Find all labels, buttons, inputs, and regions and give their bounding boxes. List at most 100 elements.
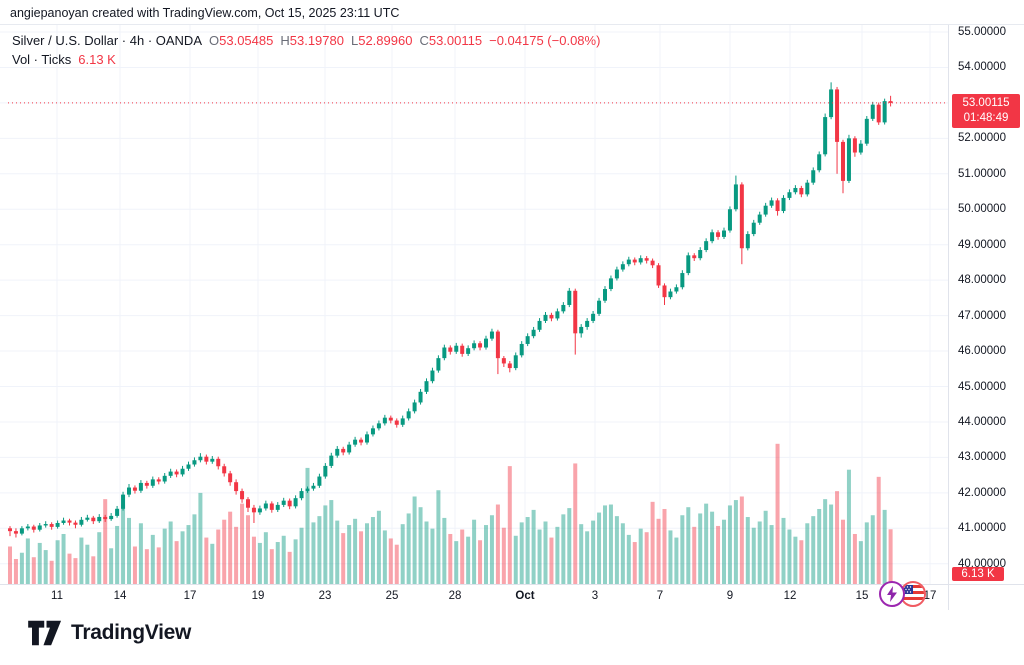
time-axis[interactable]: 11 14 17 19 23 25 28 Oct 3 7 9 12 15 17 (0, 584, 1024, 611)
volume-legend[interactable]: Vol · Ticks 6.13 K (12, 51, 116, 69)
chart-canvas[interactable] (0, 25, 948, 585)
candle-body (168, 471, 173, 476)
volume-bar (644, 532, 649, 584)
volume-bar (888, 529, 893, 584)
candle-body (495, 331, 500, 359)
volume-bar (150, 534, 155, 584)
volume-bar (454, 541, 459, 584)
candle-body (603, 289, 607, 301)
event-markers (879, 581, 926, 607)
candle-body (846, 138, 851, 181)
volume-bar (531, 509, 536, 584)
candle-body (234, 482, 239, 492)
low-label: L (350, 33, 359, 48)
candle-body (811, 170, 816, 183)
candle-body (115, 508, 120, 516)
volume-bar (704, 503, 709, 584)
time-tick-label: 17 (183, 590, 197, 602)
time-tick-label: 25 (385, 590, 399, 602)
volume-bar (489, 515, 494, 584)
last-price-value: 53.00115 (962, 96, 1010, 109)
candle-body (263, 503, 268, 509)
footer: TradingView (0, 610, 1024, 665)
candle-body (650, 260, 655, 266)
volume-bar (43, 550, 48, 584)
volume-bar (61, 533, 66, 584)
candle-body (763, 205, 768, 215)
candle-body (109, 515, 114, 520)
candle-body (716, 232, 721, 237)
candle-body (638, 258, 643, 263)
economic-event-lightning-icon[interactable] (879, 581, 905, 607)
volume-bar (132, 546, 137, 584)
candle-body (549, 314, 554, 319)
tradingview-logo[interactable]: TradingView (28, 620, 191, 646)
candle-body (460, 345, 465, 354)
candle-body (269, 503, 274, 510)
volume-bar (495, 504, 500, 584)
symbol-legend[interactable]: Silver / U.S. Dollar · 4h · OANDA O53.054… (12, 32, 600, 50)
volume-bar (228, 511, 233, 584)
volume-bar (472, 519, 477, 584)
symbol-title[interactable]: Silver / U.S. Dollar · 4h · OANDA (12, 33, 202, 48)
volume-bar (650, 501, 655, 584)
volume-bar (198, 492, 203, 584)
candle-body (251, 507, 256, 513)
candle-body (257, 508, 262, 513)
candle-body (311, 485, 316, 489)
axis-corner (948, 585, 1024, 611)
candle-body (103, 516, 108, 520)
candle-body (561, 304, 566, 312)
volume-bar (406, 513, 411, 584)
volume-bar (25, 538, 30, 584)
volume-bar (513, 535, 518, 584)
volume-bar (793, 536, 798, 584)
price-axis[interactable]: 53.00115 01:48:49 6.13 K 55.00000 54.0000… (948, 25, 1024, 585)
price-tick-label: 46.00000 (958, 345, 1006, 358)
candle-body (430, 370, 435, 382)
candle-body (138, 482, 143, 491)
candle-body (662, 285, 667, 298)
candle-body (888, 101, 893, 103)
volume-bar (549, 537, 554, 584)
volume-bar (97, 532, 102, 584)
candle-body (228, 473, 233, 483)
candle-body (400, 418, 405, 425)
volume-bar (353, 518, 358, 584)
candle-body (501, 358, 506, 364)
volume-bar (716, 525, 721, 584)
candle-body (370, 428, 375, 435)
candle-body (686, 255, 691, 274)
open-value: 53.05485 (219, 33, 274, 48)
volume-label: Vol · Ticks (12, 52, 72, 67)
volume-bar (632, 542, 637, 584)
candle-body (799, 187, 804, 195)
price-tick-label: 51.00000 (958, 167, 1006, 180)
time-tick-label: 11 (51, 590, 63, 602)
volume-bar (478, 540, 483, 584)
volume-bar (210, 543, 215, 584)
candle-body (31, 526, 36, 530)
candle-body (216, 458, 221, 467)
volume-bar (275, 542, 280, 584)
volume-bar (388, 538, 393, 584)
candle-body (722, 230, 726, 237)
volume-bar (662, 508, 667, 584)
volume-bar (121, 504, 126, 584)
candle-body (382, 417, 387, 424)
volume-bar (436, 490, 441, 584)
price-tick-label: 41.00000 (958, 522, 1006, 535)
volume-bar (263, 532, 268, 584)
volume-bar (638, 528, 643, 584)
volume-bar (79, 537, 84, 584)
volume-bar (234, 526, 239, 584)
volume-bar (722, 519, 726, 584)
volume-bar (603, 505, 607, 584)
volume-bar (91, 556, 96, 584)
candle-body (323, 465, 328, 477)
volume-bar (817, 508, 822, 584)
candle-body (281, 500, 286, 505)
volume-bar (579, 524, 584, 584)
volume-bar (561, 514, 566, 584)
